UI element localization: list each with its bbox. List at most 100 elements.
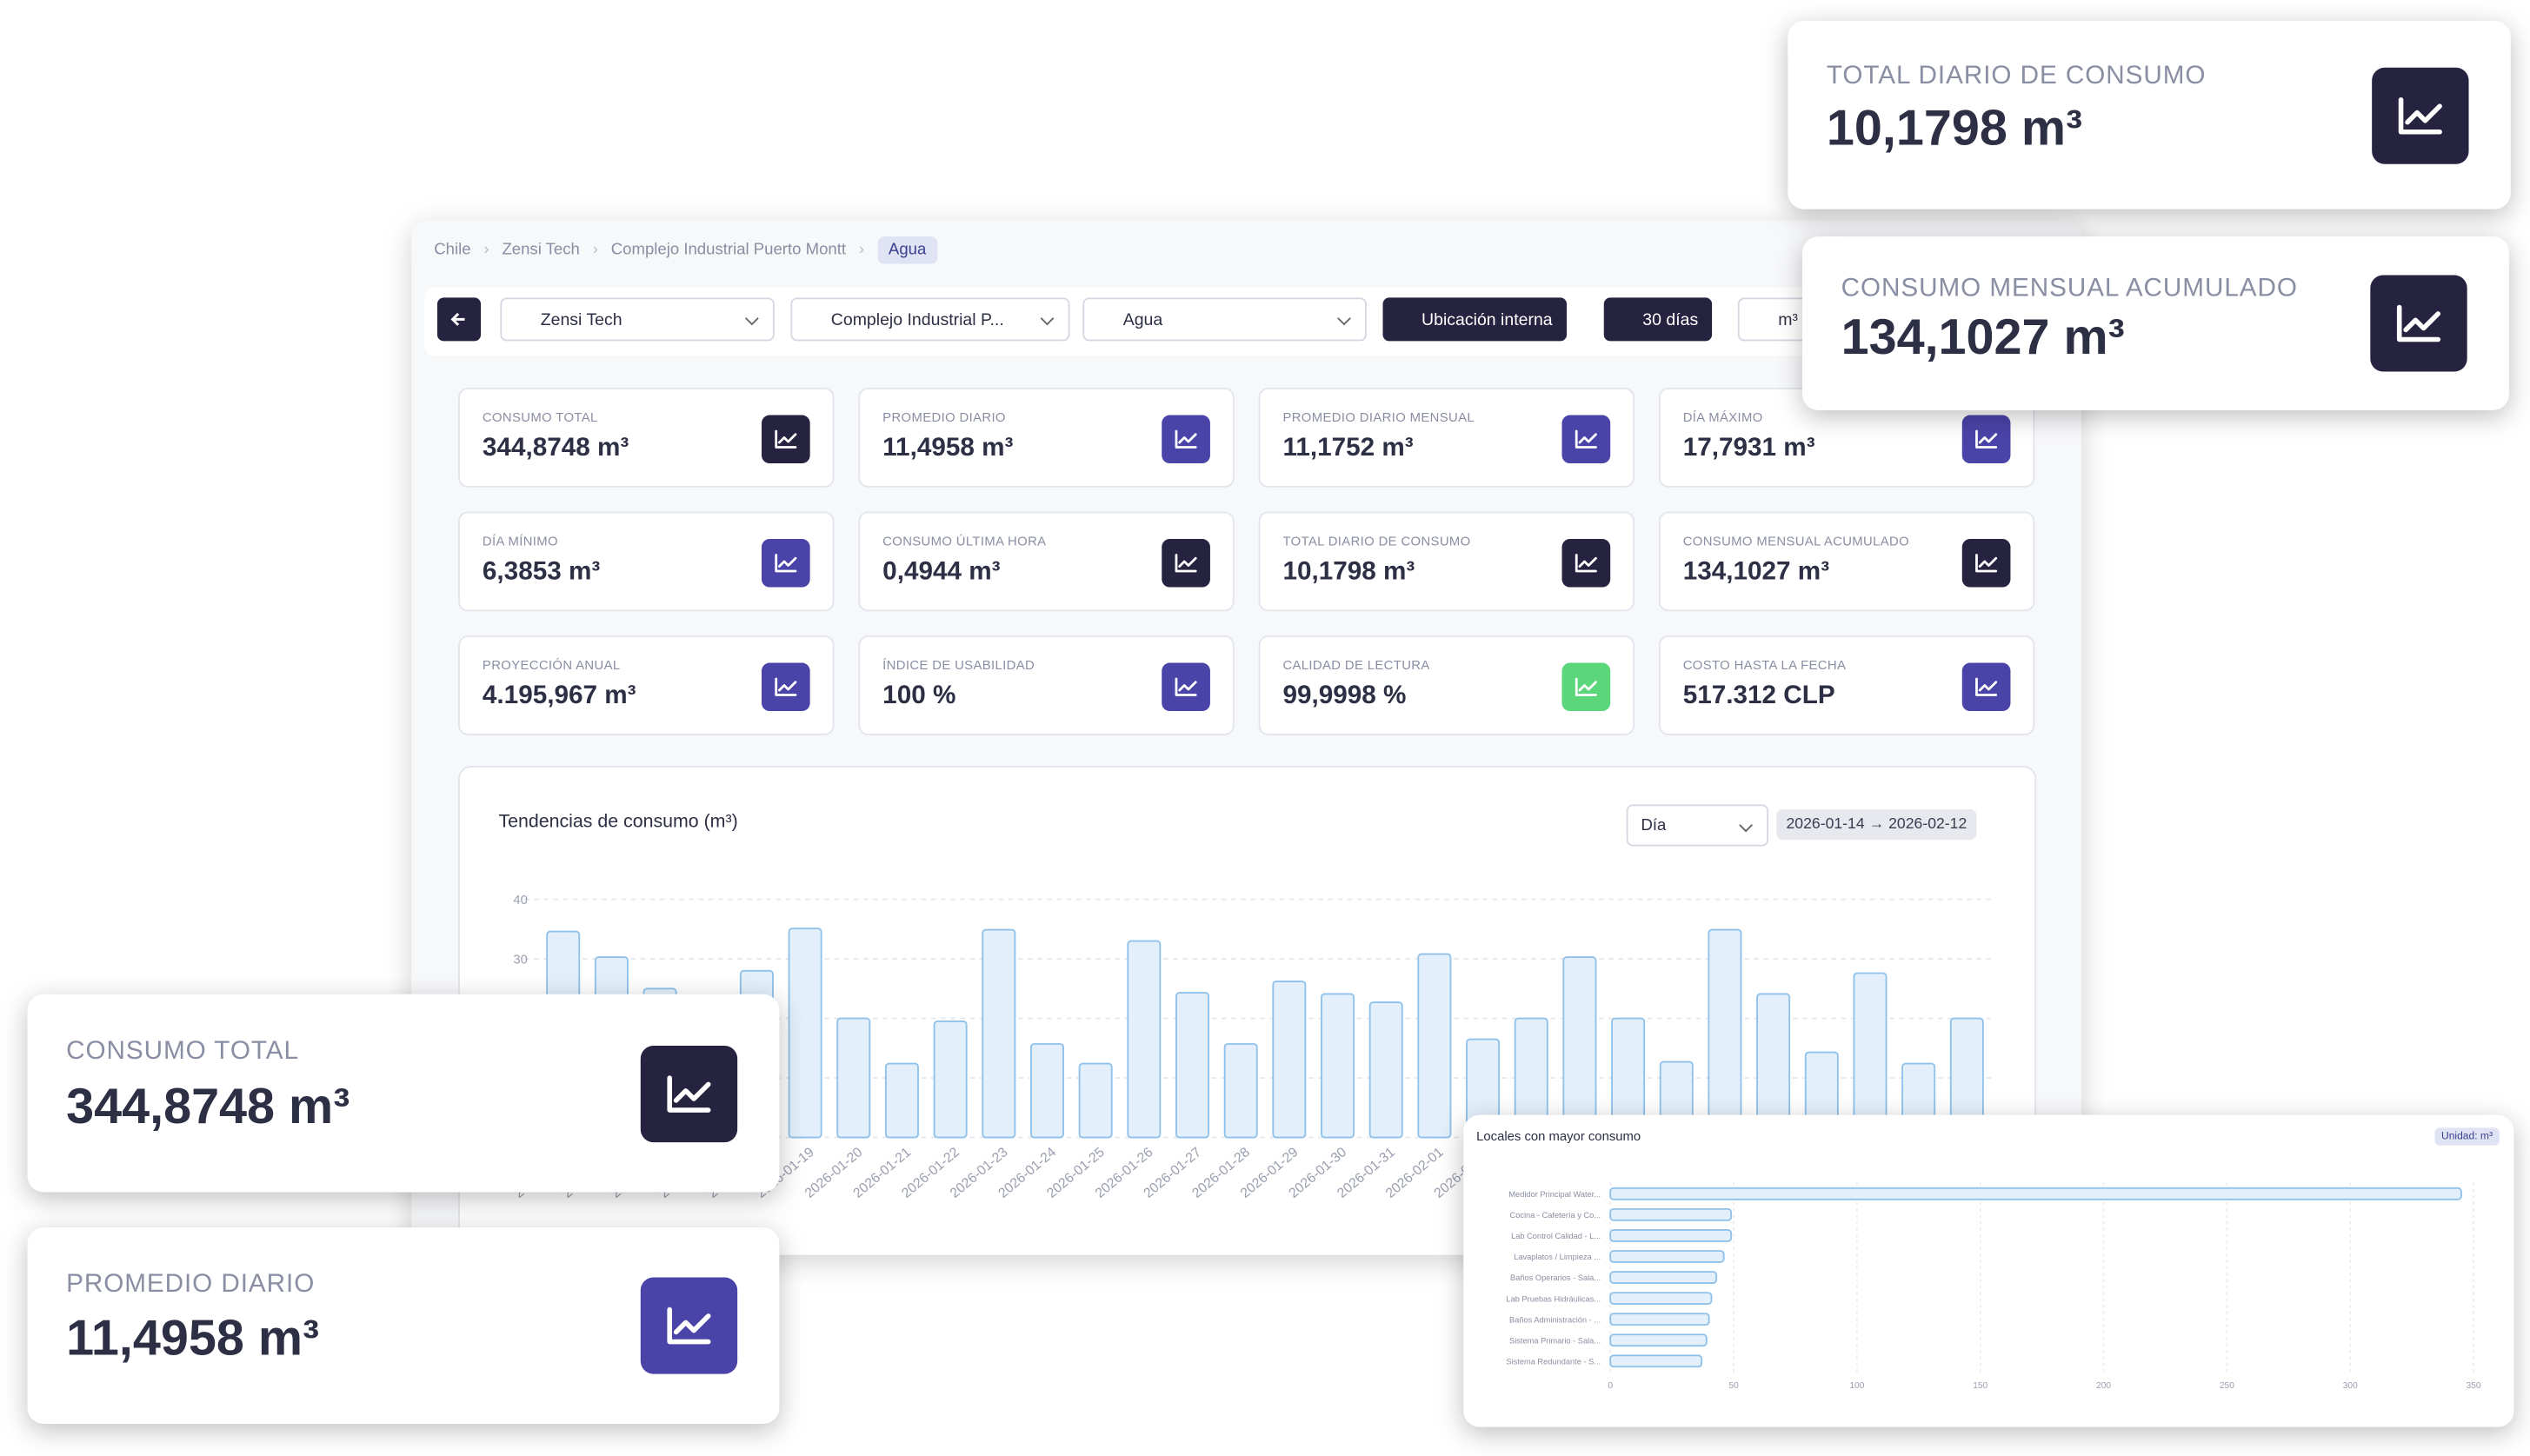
breadcrumb-item[interactable]: Chile [434,241,471,259]
kpi-card: CONSUMO MENSUAL ACUMULADO 134,1027 m³ [1658,511,2035,612]
y-tick-label: 30 [513,954,528,967]
bar [836,1017,871,1139]
locales-card: Locales con mayor consumo Unidad: m³ 0 50… [1463,1114,2514,1427]
locales-chart: 0 50 100 150 200 250 300 350 Medidor Principal W… [1506,1182,2481,1391]
granularity-select[interactable]: Día [1626,804,1769,847]
kpi-icon [761,662,810,712]
kpi-label: CALIDAD DE LECTURA [1282,657,1430,673]
kpi-label: ÍNDICE DE USABILIDAD [882,657,1035,673]
icon-glyph [1975,429,1998,449]
icon-glyph [1175,429,1197,449]
kpi-icon [1162,662,1210,712]
kpi-icon [1561,662,1611,712]
kpi-value: 11,1752 m³ [1282,434,1414,462]
icon-glyph [667,1074,711,1112]
utility-select[interactable]: Agua [1082,297,1367,342]
y-tick-label: Lavaplatos / Limpieza ... [1514,1253,1601,1261]
bar [1609,1292,1713,1305]
bar [1078,1062,1113,1139]
bar [982,928,1016,1139]
kpi-value: 11,4958 m³ [882,434,1014,462]
date-range[interactable]: 2026-01-14 → 2026-02-12 [1776,808,1977,841]
floating-kpi-card: PROMEDIO DIARIO 11,4958 m³ [27,1227,780,1424]
kpi-card: PROYECCIÓN ANUAL 4.195,967 m³ [458,635,835,735]
y-tick-label: Medidor Principal Water... [1508,1190,1601,1199]
bar [1609,1313,1710,1326]
bar [1609,1333,1708,1347]
breadcrumb-current: Agua [876,236,938,264]
kpi-icon [1162,539,1210,588]
kpi-label: CONSUMO MENSUAL ACUMULADO [1841,275,2298,303]
kpi-label: DÍA MÁXIMO [1682,409,1763,425]
bar [1272,981,1307,1139]
kpi-icon [1162,415,1210,464]
breadcrumb-item[interactable]: Complejo Industrial Puerto Montt [610,241,847,259]
kpi-icon [640,1045,738,1142]
icon-glyph [1575,677,1597,696]
kpi-value: 99,9998 % [1282,681,1407,710]
kpi-label: COSTO HASTA LA FECHA [1682,657,1847,673]
x-tick-label: 100 [1849,1381,1864,1391]
unit-button[interactable]: m³ [1737,297,1814,342]
bar [1175,992,1209,1139]
y-tick-label: Sistema Redundante - S... [1506,1357,1601,1366]
kpi-label: CONSUMO TOTAL [66,1037,299,1066]
kpi-icon [761,539,810,588]
kpi-card: ÍNDICE DE USABILIDAD 100 % [858,635,1235,735]
kpi-card: PROMEDIO DIARIO 11,4958 m³ [858,388,1235,488]
y-tick-label: Lab Control Calidad - L... [1511,1232,1601,1240]
kpi-value: 10,1798 m³ [1282,558,1415,586]
period-button[interactable]: 30 días [1603,297,1713,342]
icon-glyph [1975,677,1998,696]
icon-glyph [1575,429,1597,449]
kpi-value: 344,8748 m³ [482,434,629,462]
chart-title: Locales con mayor consumo [1476,1129,1641,1144]
kpi-label: TOTAL DIARIO DE CONSUMO [1826,62,2207,90]
kpi-icon [1961,662,2011,712]
kpi-icon [761,415,810,464]
kpi-label: CONSUMO TOTAL [482,409,598,425]
y-tick-label: Baños Administración - ... [1509,1315,1601,1324]
kpi-icon [1561,415,1611,464]
location-button[interactable]: Ubicación interna [1382,297,1568,342]
bar [1708,928,1742,1139]
kpi-label: PROMEDIO DIARIO [66,1270,316,1299]
kpi-card: CONSUMO TOTAL 344,8748 m³ [458,388,835,488]
kpi-icon [640,1277,738,1374]
kpi-label: CONSUMO ÚLTIMA HORA [882,534,1047,549]
y-tick-label: Sistema Primario - Sala... [1509,1336,1601,1345]
kpi-value: 344,8748 m³ [66,1077,350,1134]
bar [1609,1271,1718,1284]
breadcrumb-item[interactable]: Zensi Tech [502,241,580,259]
bar [1368,1001,1403,1139]
floating-kpi-card: TOTAL DIARIO DE CONSUMO 10,1798 m³ [1788,21,2511,209]
kpi-value: 100 % [882,681,956,710]
company-select[interactable]: Zensi Tech [500,297,775,342]
x-tick-label: 150 [1973,1381,1987,1391]
y-tick-label: Baños Operarios - Sala... [1510,1273,1601,1282]
kpi-icon [1961,539,2011,588]
kpi-label: PROMEDIO DIARIO MENSUAL [1282,409,1475,425]
site-select[interactable]: Complejo Industrial P... [790,297,1070,342]
y-tick-label: Cocina - Cafetería y Co... [1510,1211,1601,1220]
kpi-value: 0,4944 m³ [882,558,1001,586]
floating-kpi-card: CONSUMO TOTAL 344,8748 m³ [27,994,780,1193]
back-button[interactable] [436,297,482,342]
x-tick-label: 50 [1728,1381,1739,1391]
kpi-card: PROMEDIO DIARIO MENSUAL 11,1752 m³ [1258,388,1635,488]
kpi-icon [1961,415,2011,464]
kpi-value: 10,1798 m³ [1826,99,2083,156]
floating-kpi-card: CONSUMO MENSUAL ACUMULADO 134,1027 m³ [1802,236,2509,410]
x-tick-label: 350 [2467,1381,2481,1391]
chart-title: Tendencias de consumo (m³) [498,812,738,832]
bar [884,1062,919,1139]
bar [933,1021,968,1139]
kpi-card: COSTO HASTA LA FECHA 517.312 CLP [1658,635,2035,735]
x-tick-label: 200 [2096,1381,2111,1391]
breadcrumb: Chile › Zensi Tech › Complejo Industrial P… [434,236,938,264]
bar [1223,1043,1258,1139]
bar [1609,1229,1733,1242]
kpi-card: CONSUMO ÚLTIMA HORA 0,4944 m³ [858,511,1235,612]
